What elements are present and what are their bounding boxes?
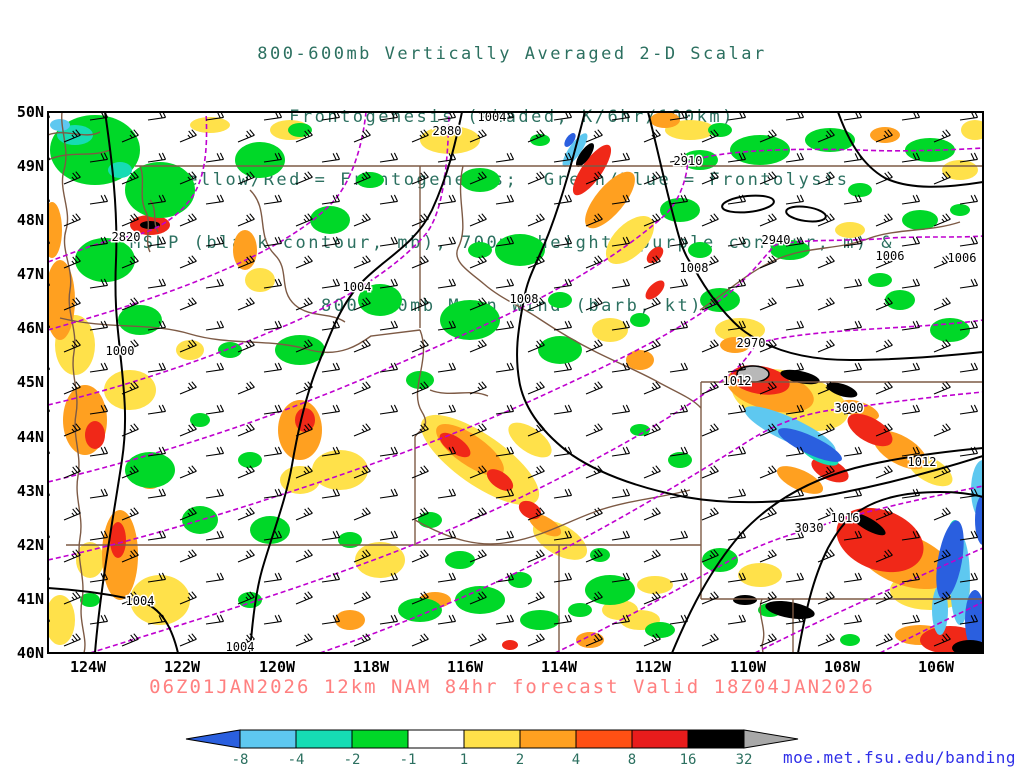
colorbar-segment [239, 729, 297, 749]
mslp-label: 1006 [948, 251, 977, 265]
height-label: 2880 [433, 124, 462, 138]
height-label: 2940 [762, 233, 791, 247]
lon-tick-label: 112W [635, 658, 672, 676]
mslp-label: 1000 [106, 344, 135, 358]
colorbar-label: 16 [680, 752, 697, 768]
lat-tick-label: 42N [17, 536, 44, 554]
colorbar-segment [687, 729, 745, 749]
lat-tick-label: 48N [17, 211, 44, 229]
height-label: 2820 [112, 230, 141, 244]
colorbar-label: -4 [288, 752, 305, 768]
mslp-label: 1012 [908, 455, 937, 469]
colorbar-label: -8 [232, 752, 249, 768]
colorbar-label: -2 [344, 752, 361, 768]
site-link[interactable]: moe.met.fsu.edu/banding [782, 748, 1016, 767]
lat-tick-label: 50N [17, 103, 44, 121]
mslp-label: 1004 [126, 594, 155, 608]
lon-tick-label: 116W [447, 658, 484, 676]
lat-tick-label: 45N [17, 373, 44, 391]
colorbar: -8 -4 -2 -1 1 2 4 8 16 32 [185, 729, 799, 768]
contour-labels: 1004 1004 1008 1008 1000 1012 1012 1016 … [104, 109, 978, 656]
lon-tick-label: 106W [918, 658, 955, 676]
colorbar-label: 32 [736, 752, 753, 768]
colorbar-segment [631, 729, 689, 749]
colorbar-segment [351, 729, 409, 749]
mslp-label: 1008 [680, 261, 709, 275]
colorbar-segment [463, 729, 521, 749]
lon-tick-label: 110W [730, 658, 767, 676]
lat-tick-label: 49N [17, 157, 44, 175]
height-label: 2910 [674, 154, 703, 168]
lon-tick-label: 108W [824, 658, 861, 676]
colorbar-segment [575, 729, 633, 749]
mslp-label: 1016 [831, 511, 860, 525]
colorbar-label: 1 [460, 752, 468, 768]
lat-tick-label: 41N [17, 590, 44, 608]
colorbar-label: 8 [628, 752, 636, 768]
height-label: 2970 [737, 336, 766, 350]
colorbar-segment [295, 729, 353, 749]
mslp-label: 1006 [876, 249, 905, 263]
height-label: 3000 [835, 401, 864, 415]
wind-barbs [48, 112, 983, 653]
latitude-axis: 50N 49N 48N 47N 46N 45N 44N 43N 42N 41N … [17, 103, 44, 662]
lon-tick-label: 122W [164, 658, 201, 676]
lat-tick-label: 40N [17, 644, 44, 662]
lat-tick-label: 46N [17, 319, 44, 337]
colorbar-label: 4 [572, 752, 580, 768]
forecast-caption: 06Z01JAN2026 12km NAM 84hr forecast Vali… [149, 676, 875, 698]
mslp-label: 1008 [510, 292, 539, 306]
lon-tick-label: 114W [541, 658, 578, 676]
lon-tick-label: 124W [70, 658, 107, 676]
lat-tick-label: 47N [17, 265, 44, 283]
mslp-label: 1012 [723, 374, 752, 388]
mslp-label: 1004 [226, 640, 255, 654]
title-line: 800-600mb Vertically Averaged 2-D Scalar [257, 44, 767, 64]
mslp-label: 1004 [343, 280, 372, 294]
colorbar-left-arrow [185, 729, 241, 749]
lat-tick-label: 44N [17, 428, 44, 446]
colorbar-segment [407, 729, 465, 749]
colorbar-right-arrow [743, 729, 799, 749]
longitude-axis: 124W 122W 120W 118W 116W 114W 112W 110W … [70, 658, 955, 676]
lon-tick-label: 118W [353, 658, 390, 676]
colorbar-label: 2 [516, 752, 524, 768]
height-label: 3030 [795, 521, 824, 535]
lon-tick-label: 120W [259, 658, 296, 676]
map-frame [47, 111, 984, 654]
lat-tick-label: 43N [17, 482, 44, 500]
colorbar-segment [519, 729, 577, 749]
colorbar-label: -1 [400, 752, 417, 768]
